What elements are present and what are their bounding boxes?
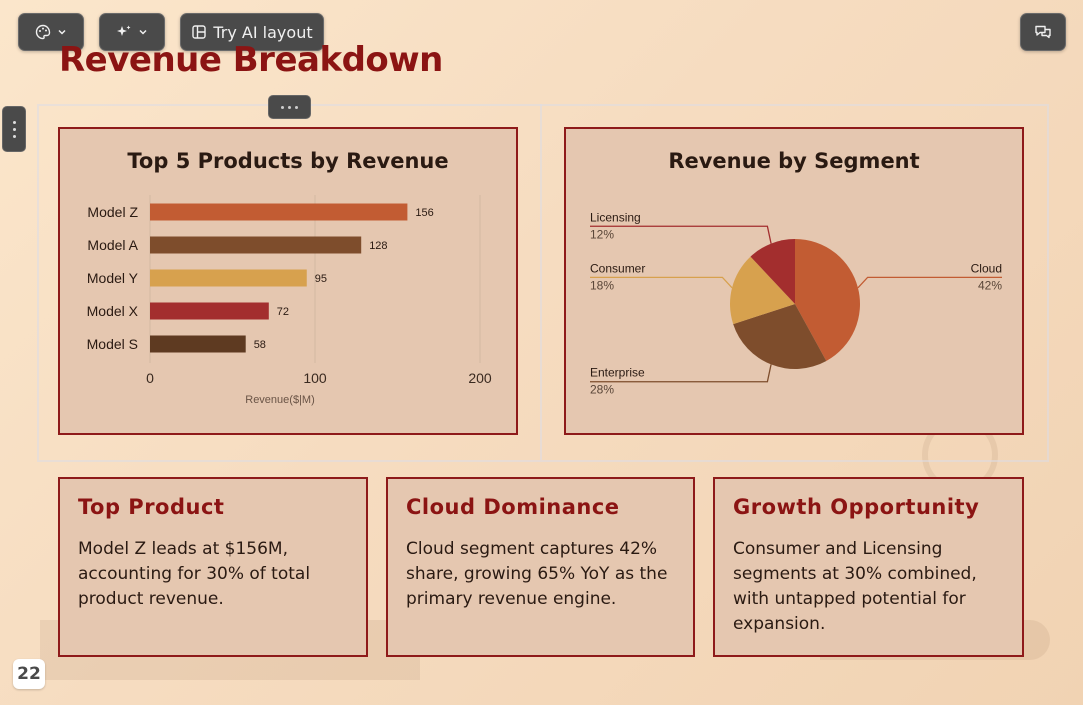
category-label: Model S [87, 336, 138, 352]
palette-icon [35, 24, 51, 40]
column-divider[interactable] [540, 104, 542, 460]
insight-body: Model Z leads at $156M, accounting for 3… [78, 539, 311, 609]
top-drag-handle[interactable] [268, 95, 311, 119]
slice-percent: 28% [590, 383, 614, 397]
leader-line [590, 364, 772, 383]
category-label: Model X [87, 303, 139, 319]
slice-label: Licensing [590, 210, 641, 224]
insight-body: Cloud segment captures 42% share, growin… [406, 539, 668, 609]
bar [150, 335, 246, 353]
insight-title: Cloud Dominance [406, 495, 620, 519]
category-label: Model Z [87, 204, 138, 220]
comments-icon [1035, 25, 1051, 39]
leader-line [590, 276, 733, 289]
comments-button[interactable] [1020, 13, 1066, 51]
slice-percent: 12% [590, 227, 614, 241]
slice-percent: 42% [978, 278, 1002, 292]
try-ai-layout-label: Try AI layout [213, 22, 313, 42]
data-label: 128 [369, 240, 387, 252]
ai-menu-button[interactable] [99, 13, 165, 51]
side-drag-handle[interactable] [2, 106, 26, 152]
sparkle-icon [117, 25, 131, 36]
category-label: Model A [87, 237, 138, 253]
layout-icon [192, 25, 207, 39]
insight-card-top-product: Top Product Model Z leads at $156M, acco… [58, 477, 368, 657]
data-label: 72 [277, 306, 289, 318]
insight-card-cloud-dominance: Cloud Dominance Cloud segment captures 4… [386, 477, 695, 657]
selection-frame[interactable] [37, 104, 1049, 462]
insight-card-growth-opportunity: Growth Opportunity Consumer and Licensin… [713, 477, 1024, 657]
data-label: 58 [254, 339, 266, 351]
leader-line [857, 276, 1002, 289]
bar [150, 302, 269, 320]
slice-label: Cloud [971, 261, 1002, 275]
bar-chart-card: Top 5 Products by Revenue 0 100 200 Model Z… [58, 127, 518, 435]
bar-chart-title: Top 5 Products by Revenue [127, 149, 449, 173]
pie-chart: Cloud 42% Enterprise 28% Consumer 18% Licensin… [590, 210, 1002, 397]
page-number-badge[interactable]: 22 [13, 659, 45, 689]
bar-chart: 0 100 200 Model Z 156 Model A 128 Model Y 95 Mode… [87, 195, 492, 406]
pie-chart-card: Revenue by Segment Cloud 42% Enterprise 28%… [564, 127, 1024, 435]
leader-line [590, 225, 772, 244]
slice-label: Consumer [590, 261, 645, 275]
insight-body: Consumer and Licensing segments at 30% c… [733, 539, 977, 634]
category-label: Model Y [87, 270, 139, 286]
pie-slice [750, 239, 795, 304]
pie-slice [795, 239, 860, 361]
x-tick-label: 200 [468, 370, 492, 386]
bar [150, 269, 307, 287]
try-ai-layout-button[interactable]: Try AI layout [180, 13, 324, 51]
bar [150, 236, 362, 254]
data-label: 156 [415, 207, 433, 219]
x-tick-label: 0 [146, 370, 154, 386]
chevron-down-icon [58, 29, 66, 35]
insight-title: Growth Opportunity [733, 495, 980, 519]
x-axis-label: Revenue($|M) [245, 394, 315, 406]
x-tick-label: 100 [303, 370, 327, 386]
theme-menu-button[interactable] [18, 13, 84, 51]
bar [150, 203, 408, 221]
pie-slice [730, 256, 795, 325]
pie-chart-title: Revenue by Segment [668, 149, 920, 173]
data-label: 95 [315, 273, 327, 285]
insight-title: Top Product [78, 495, 225, 519]
chevron-down-icon [139, 29, 147, 35]
page-title: Revenue Breakdown [59, 40, 443, 80]
slice-label: Enterprise [590, 366, 645, 380]
slice-percent: 18% [590, 278, 614, 292]
pie-slice [733, 304, 827, 369]
